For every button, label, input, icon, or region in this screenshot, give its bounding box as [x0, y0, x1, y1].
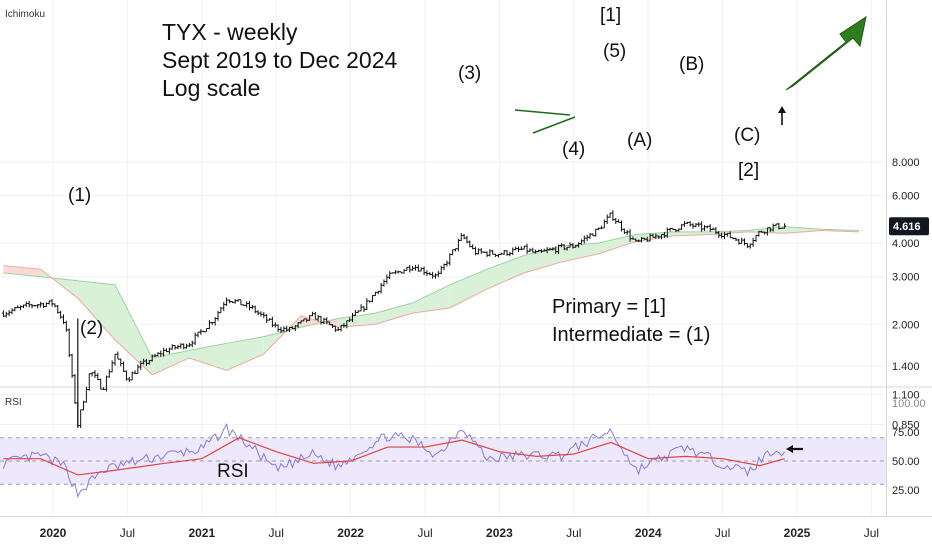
cloud-segment [487, 255, 525, 290]
x-tick-label: Jul [120, 526, 135, 540]
cloud-segment [784, 226, 822, 234]
cloud-segment [412, 284, 450, 314]
big-up-arrow [785, 15, 867, 91]
rsi-inline-label: RSI [217, 461, 249, 482]
cloud-segment [449, 269, 487, 308]
x-tick-label: Jul [566, 526, 581, 540]
y-tick-label: 8.000 [892, 157, 920, 169]
cloud-segment [375, 302, 413, 325]
y-tick-label: 1.100 [892, 389, 920, 401]
x-tick-label: 2024 [635, 526, 662, 540]
rsi-line [2, 423, 786, 499]
small-up-arrowhead [778, 106, 786, 113]
x-tick-label: Jul [715, 526, 730, 540]
rsi-left-arrowhead [786, 445, 793, 453]
wave-label: (2) [80, 318, 104, 339]
wave-label: (4) [562, 139, 586, 160]
y-tick-label: 0.850 [892, 420, 920, 432]
cloud-segment [77, 280, 115, 340]
cloud-segment [673, 231, 711, 236]
wave-label: (5) [603, 41, 627, 62]
rsi-average-line [3, 437, 785, 476]
y-tick-label: 6.000 [892, 191, 920, 203]
rsi-pane-indicator-label: RSI [5, 397, 22, 408]
x-tick-label: Jul [864, 526, 879, 540]
cloud-segment [598, 234, 636, 254]
cloud-segment [524, 245, 562, 273]
chart-title: TYX - weekly [162, 19, 298, 45]
chart-subtitle: Sept 2019 to Dec 2024 [162, 47, 398, 73]
rsi-pane [2, 423, 786, 499]
rsi-tick-label: 100.00 [892, 398, 926, 410]
cloud-segment [189, 343, 227, 371]
trendline-lower [532, 116, 576, 134]
x-tick-label: Jul [417, 526, 432, 540]
y-tick-label: 3.000 [892, 272, 920, 284]
x-tick-label: 2022 [337, 526, 364, 540]
price-pane-indicator-label: Ichimoku [5, 9, 46, 20]
wave-label: (3) [458, 63, 482, 84]
arrows [778, 15, 867, 453]
last-price-label: 4.616 [893, 221, 921, 233]
x-tick-label: 2025 [784, 526, 811, 540]
wave-label: (B) [679, 54, 705, 75]
y-tick-label: 1.400 [892, 361, 920, 373]
cloud-segment [338, 313, 376, 328]
rsi-tick-label: 25.00 [892, 485, 920, 497]
rsi-tick-label: 50.00 [892, 456, 920, 468]
chart-scale-note: Log scale [162, 75, 261, 101]
x-tick-label: 2020 [40, 526, 67, 540]
cloud-segment [226, 336, 264, 371]
cloud-segment [747, 226, 785, 234]
wave-label: [2] [738, 160, 760, 181]
rsi-tick-label: 75.00 [892, 427, 920, 439]
wave-label: (C) [734, 125, 761, 146]
trendline-upper [514, 109, 571, 116]
x-tick-label: 2021 [188, 526, 215, 540]
y-tick-label: 2.000 [892, 319, 920, 331]
price-bars [1, 109, 787, 428]
wave-label: [1] [600, 5, 622, 26]
x-tick-label: Jul [269, 526, 284, 540]
wave-label: (A) [627, 130, 653, 151]
cloud-segment [115, 284, 153, 375]
legend-primary: Primary = [1] [552, 296, 666, 318]
legend-intermediate: Intermediate = (1) [552, 324, 711, 346]
last-price-tag [889, 217, 929, 236]
x-tick-label: 2023 [486, 526, 513, 540]
cloud-segment [561, 243, 599, 263]
y-tick-label: 4.000 [892, 238, 920, 250]
wave-label: (1) [68, 185, 92, 206]
